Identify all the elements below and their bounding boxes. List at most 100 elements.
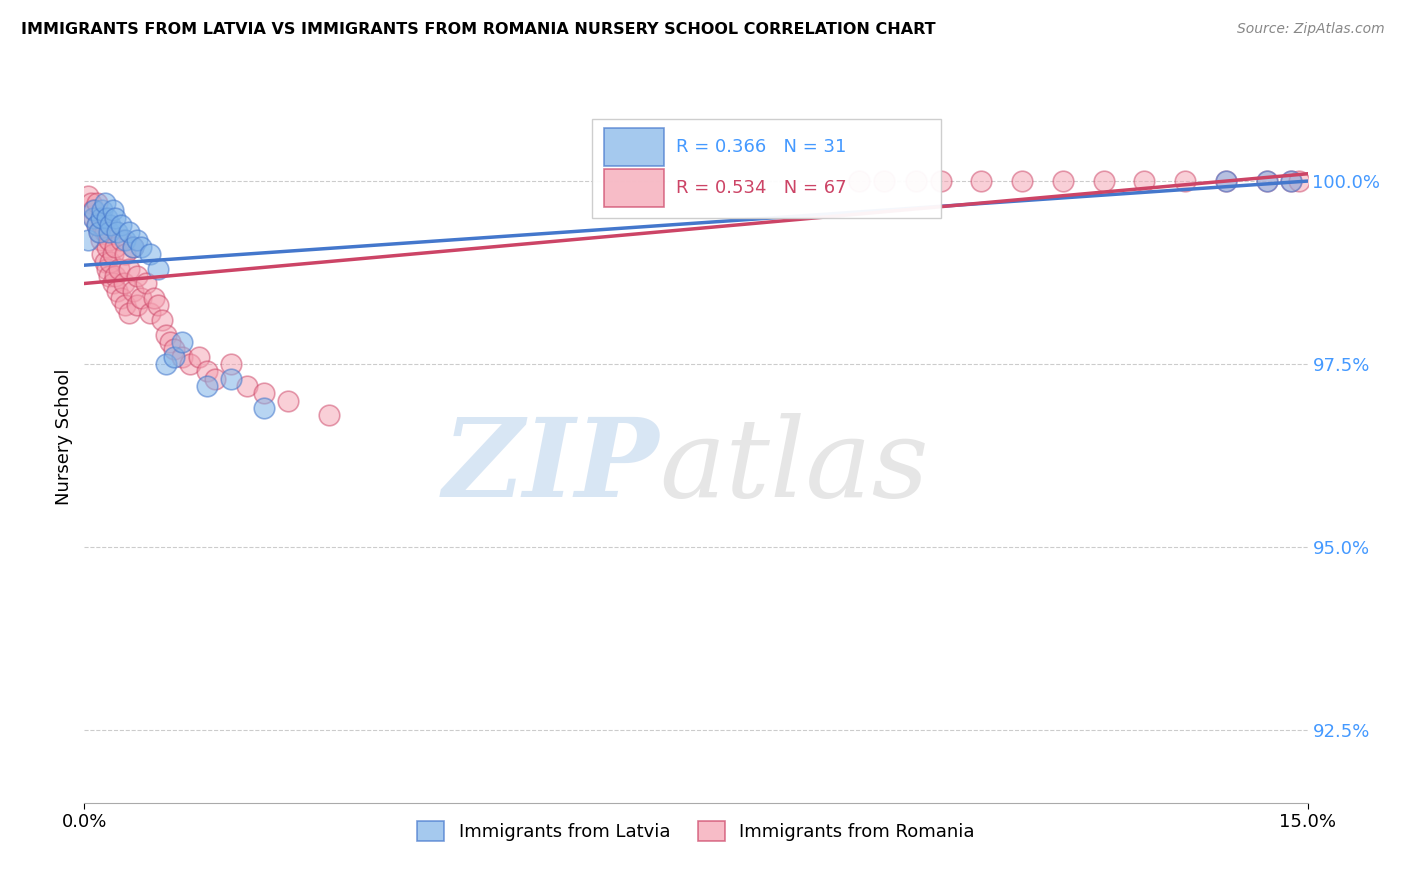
Point	[118, 261, 141, 276]
Y-axis label: Nursery School: Nursery School	[55, 368, 73, 506]
Point	[90, 233, 112, 247]
Point	[236, 379, 259, 393]
Point	[80, 196, 103, 211]
Text: R = 0.534   N = 67: R = 0.534 N = 67	[676, 179, 846, 197]
Point	[93, 225, 115, 239]
Point	[93, 196, 115, 211]
Point	[127, 233, 149, 247]
FancyBboxPatch shape	[592, 119, 941, 218]
Point	[127, 269, 149, 284]
Point	[1288, 174, 1310, 188]
Point	[110, 291, 132, 305]
Point	[159, 334, 181, 349]
Point	[131, 240, 153, 254]
Point	[101, 247, 124, 261]
Point	[118, 225, 141, 239]
Point	[114, 247, 136, 261]
Point	[122, 240, 145, 254]
Point	[100, 254, 122, 268]
Point	[1215, 174, 1237, 188]
Point	[101, 277, 124, 291]
Point	[142, 291, 165, 305]
Legend: Immigrants from Latvia, Immigrants from Romania: Immigrants from Latvia, Immigrants from …	[411, 814, 981, 848]
Point	[253, 386, 276, 401]
Point	[114, 298, 136, 312]
Text: IMMIGRANTS FROM LATVIA VS IMMIGRANTS FROM ROMANIA NURSERY SCHOOL CORRELATION CHA: IMMIGRANTS FROM LATVIA VS IMMIGRANTS FRO…	[21, 22, 936, 37]
Point	[122, 240, 145, 254]
Point	[114, 233, 136, 247]
Point	[97, 225, 120, 239]
Point	[110, 218, 132, 232]
Point	[163, 350, 186, 364]
Point	[219, 357, 242, 371]
Text: R = 0.366   N = 31: R = 0.366 N = 31	[676, 137, 846, 156]
Point	[131, 291, 153, 305]
Point	[82, 203, 104, 218]
Point	[155, 357, 177, 371]
Point	[83, 203, 105, 218]
Point	[86, 218, 108, 232]
Point	[872, 174, 894, 188]
Point	[204, 371, 226, 385]
Point	[110, 233, 132, 247]
Text: Source: ZipAtlas.com: Source: ZipAtlas.com	[1237, 22, 1385, 37]
Point	[138, 247, 160, 261]
FancyBboxPatch shape	[605, 169, 664, 208]
Point	[172, 350, 194, 364]
Point	[146, 298, 169, 312]
Point	[97, 269, 120, 284]
Point	[848, 174, 870, 188]
Point	[96, 261, 118, 276]
Point	[104, 269, 127, 284]
Point	[970, 174, 993, 188]
Point	[87, 225, 110, 239]
Point	[101, 203, 124, 218]
Point	[179, 357, 201, 371]
Point	[112, 277, 135, 291]
Point	[1174, 174, 1197, 188]
Point	[1279, 174, 1302, 188]
Point	[195, 364, 218, 378]
Point	[905, 174, 928, 188]
Point	[93, 254, 115, 268]
Point	[187, 350, 209, 364]
Point	[87, 225, 110, 239]
Point	[253, 401, 276, 415]
Text: atlas: atlas	[659, 413, 929, 520]
Point	[163, 343, 186, 357]
Point	[90, 211, 112, 225]
Point	[91, 203, 114, 218]
Point	[86, 196, 108, 211]
Point	[219, 371, 242, 385]
Point	[1256, 174, 1278, 188]
Point	[1052, 174, 1074, 188]
Point	[91, 247, 114, 261]
Point	[104, 211, 127, 225]
Point	[1133, 174, 1156, 188]
Point	[135, 277, 157, 291]
Point	[195, 379, 218, 393]
Point	[1092, 174, 1115, 188]
Point	[86, 218, 108, 232]
Point	[122, 284, 145, 298]
Point	[96, 211, 118, 225]
FancyBboxPatch shape	[605, 128, 664, 166]
Point	[77, 233, 100, 247]
Point	[150, 313, 173, 327]
Point	[127, 298, 149, 312]
Point	[1256, 174, 1278, 188]
Point	[100, 218, 122, 232]
Point	[146, 261, 169, 276]
Point	[1279, 174, 1302, 188]
Point	[138, 306, 160, 320]
Point	[91, 218, 114, 232]
Point	[96, 240, 118, 254]
Point	[277, 393, 299, 408]
Point	[104, 240, 127, 254]
Point	[82, 211, 104, 225]
Point	[118, 306, 141, 320]
Point	[929, 174, 952, 188]
Point	[107, 261, 129, 276]
Point	[83, 211, 105, 225]
Point	[172, 334, 194, 349]
